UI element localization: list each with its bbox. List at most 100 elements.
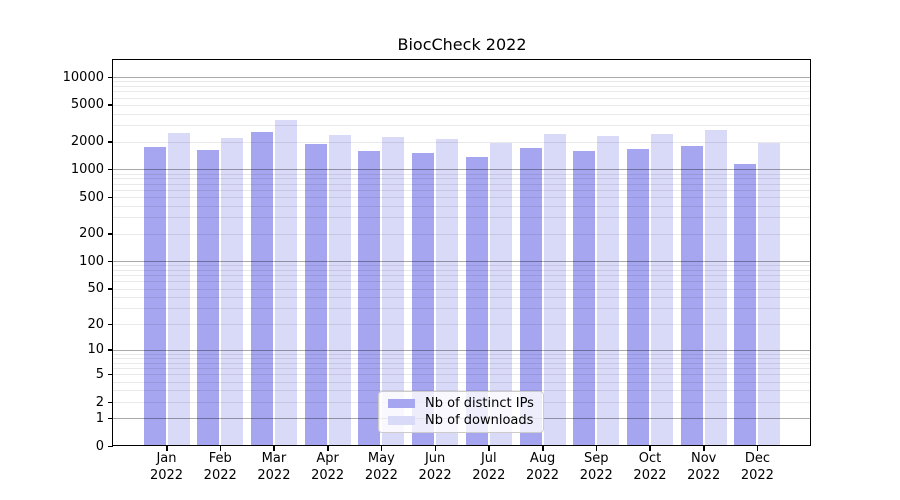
y-axis-tick-label: 1000: [70, 161, 104, 177]
bar-downloads: [758, 142, 781, 446]
bar-distinct-ips: [197, 149, 220, 446]
bar-downloads: [489, 143, 512, 446]
bar-distinct-ips: [250, 132, 273, 446]
y-axis-tick-label: 10: [87, 342, 104, 358]
bar-downloads: [221, 137, 244, 446]
legend-item-distinct-ips: Nb of distinct IPs: [388, 396, 534, 411]
y-axis-tick-label: 500: [79, 189, 104, 205]
plot-area: [113, 60, 811, 446]
y-axis-tick-label: 200: [79, 226, 104, 242]
x-axis-tick: [649, 446, 651, 451]
gridline-minor: [113, 125, 811, 127]
y-axis-tick-label: 5000: [70, 97, 104, 113]
x-label-month: Mar: [261, 451, 287, 466]
x-axis-tick-label: Jun 2022: [403, 451, 467, 484]
x-axis-tick-label: Sep 2022: [564, 451, 628, 484]
x-label-month: Aug: [529, 451, 556, 466]
x-label-year: 2022: [472, 467, 506, 483]
gridline-minor: [113, 113, 811, 115]
bar-distinct-ips: [519, 147, 542, 446]
x-axis-tick-label: Feb 2022: [188, 451, 252, 484]
x-axis-tick-label: Apr 2022: [296, 451, 360, 484]
y-axis-tick: [108, 233, 113, 235]
y-axis-tick: [108, 76, 113, 79]
legend: Nb of distinct IPs Nb of downloads: [378, 391, 544, 433]
legend-swatch-distinct-ips: [388, 399, 415, 409]
x-axis-tick-label: Jul 2022: [457, 451, 521, 484]
bar-downloads: [704, 129, 727, 446]
legend-item-downloads: Nb of downloads: [388, 413, 534, 428]
gridline-minor: [113, 104, 811, 106]
bar-downloads: [328, 134, 351, 446]
y-axis-tick-label: 10000: [62, 69, 104, 85]
bar-downloads: [543, 134, 566, 446]
y-axis-tick: [108, 141, 113, 143]
y-axis-tick: [108, 104, 113, 106]
x-axis-tick: [166, 446, 168, 451]
bar-distinct-ips: [680, 145, 703, 446]
y-axis-tick: [108, 417, 113, 420]
bar-distinct-ips: [304, 143, 327, 446]
gridline-minor: [113, 97, 811, 99]
x-axis-tick: [703, 446, 705, 451]
bar-downloads: [597, 135, 620, 446]
x-label-month: Sep: [583, 451, 609, 466]
x-label-year: 2022: [687, 467, 721, 483]
bar-distinct-ips: [465, 156, 488, 446]
x-axis-tick-label: Nov 2022: [672, 451, 736, 484]
bar-distinct-ips: [143, 146, 166, 446]
x-axis-tick-label: May 2022: [349, 451, 413, 484]
x-axis-tick: [542, 446, 544, 451]
legend-label-distinct-ips: Nb of distinct IPs: [425, 396, 534, 412]
x-label-month: Dec: [744, 451, 770, 466]
gridline-minor: [113, 91, 811, 93]
x-axis-tick: [488, 446, 490, 451]
y-axis-tick: [108, 168, 113, 171]
x-label-year: 2022: [149, 467, 184, 483]
bar-downloads: [650, 134, 673, 446]
y-axis-tick: [108, 445, 113, 447]
x-label-month: Jul: [480, 451, 497, 466]
x-label-year: 2022: [525, 467, 560, 483]
y-axis-tick-label: 100: [79, 253, 104, 269]
x-label-month: Apr: [316, 451, 339, 466]
x-axis-tick-label: Oct 2022: [618, 451, 682, 484]
x-label-month: May: [367, 451, 395, 466]
y-axis-tick: [108, 373, 113, 376]
x-label-year: 2022: [257, 467, 291, 483]
y-axis-tick-label: 1: [95, 410, 104, 426]
y-axis-tick: [108, 260, 113, 263]
gridline-minor: [113, 86, 811, 88]
bar-distinct-ips: [626, 149, 649, 446]
x-axis-tick: [380, 446, 383, 451]
x-axis-tick: [756, 446, 759, 451]
y-axis-tick-label: 5: [95, 366, 104, 382]
bar-downloads: [436, 139, 459, 446]
bar-downloads: [167, 133, 190, 446]
y-axis-tick-label: 2: [95, 394, 104, 410]
x-label-month: Jan: [156, 451, 177, 466]
x-label-year: 2022: [311, 467, 345, 483]
y-axis-tick: [108, 323, 113, 326]
x-axis-tick-label: Jan 2022: [135, 451, 199, 484]
y-axis-tick-label: 20: [87, 316, 104, 332]
x-label-month: Jun: [424, 451, 446, 466]
bar-distinct-ips: [734, 163, 757, 446]
x-label-month: Nov: [691, 451, 717, 466]
x-label-year: 2022: [740, 467, 774, 483]
x-axis-tick: [327, 446, 329, 451]
x-label-month: Oct: [638, 451, 662, 466]
x-label-year: 2022: [203, 467, 237, 483]
bar-distinct-ips: [412, 153, 435, 446]
x-axis-tick: [219, 446, 222, 451]
bar-distinct-ips: [358, 151, 381, 446]
y-axis-tick-label: 50: [87, 281, 104, 297]
y-axis-tick: [108, 401, 113, 403]
x-axis-tick: [273, 446, 275, 451]
x-axis-tick: [434, 446, 437, 451]
y-axis-tick-label: 2000: [70, 134, 104, 150]
x-label-year: 2022: [579, 467, 613, 483]
y-axis-tick: [108, 288, 113, 290]
legend-swatch-downloads: [388, 415, 415, 425]
